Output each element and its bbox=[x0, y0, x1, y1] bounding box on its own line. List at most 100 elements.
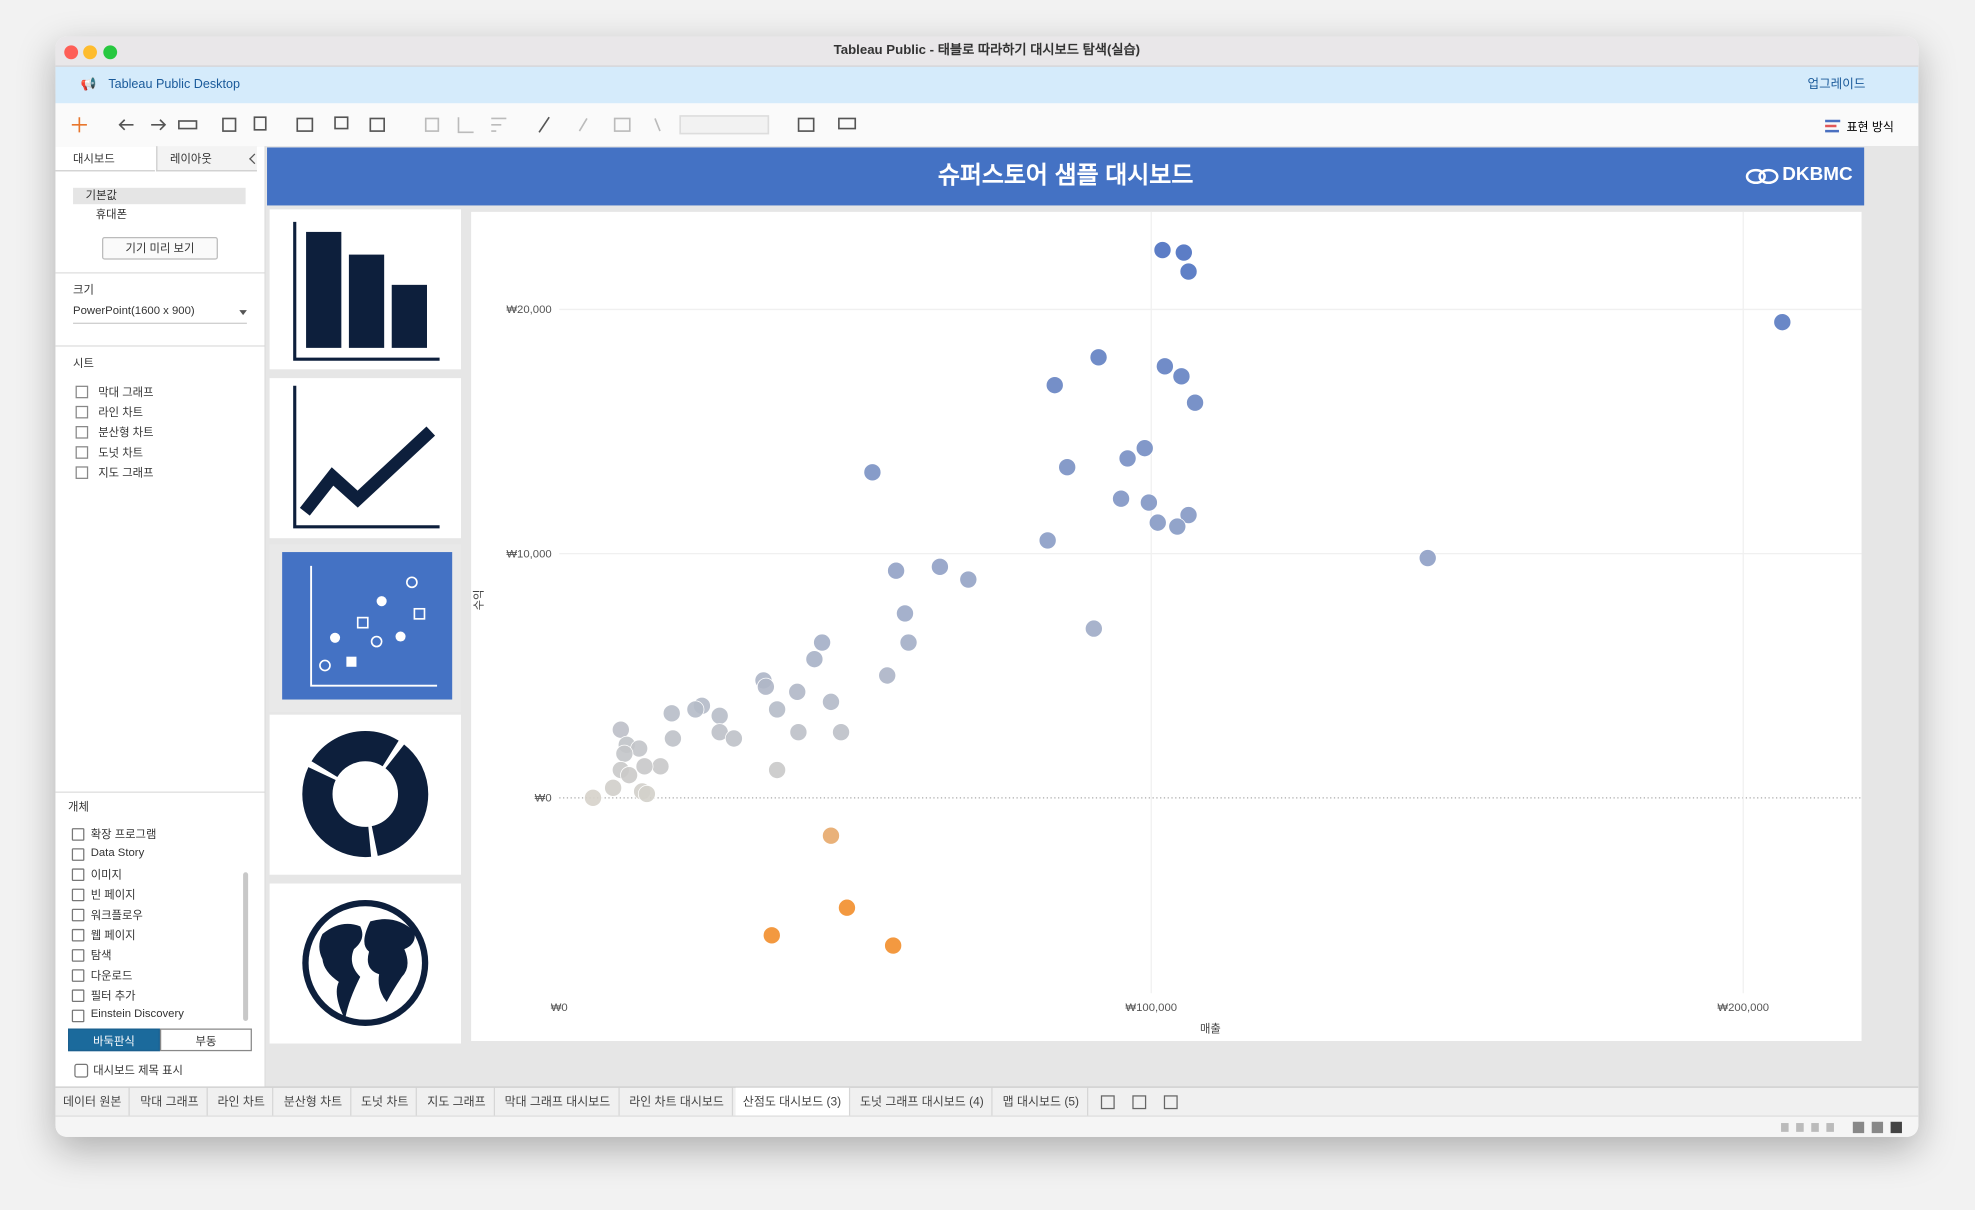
dashboard: 슈퍼스토어 샘플 대시보드 DKBMC ₩0 ₩10,000 ₩20,000 ₩0 ₩1… bbox=[265, 146, 1919, 1087]
sheet-tab[interactable]: 라인 차트 bbox=[210, 1087, 274, 1117]
point bbox=[1112, 489, 1130, 508]
point bbox=[635, 757, 654, 776]
status-bar bbox=[55, 1115, 1919, 1137]
point bbox=[756, 677, 775, 696]
point bbox=[686, 700, 705, 719]
checkbox[interactable] bbox=[74, 1063, 89, 1078]
point bbox=[1155, 357, 1174, 376]
object-item[interactable]: 필터 추가 bbox=[90, 989, 136, 1003]
y-tick-label: ₩10,000 bbox=[506, 548, 551, 560]
bar-tile[interactable] bbox=[269, 209, 462, 370]
present-mode[interactable]: 표현 방식 bbox=[1846, 121, 1894, 135]
point bbox=[1058, 458, 1077, 477]
object-item[interactable]: Einstein Discovery bbox=[90, 1007, 184, 1020]
device-option[interactable]: 휴대폰 bbox=[95, 207, 128, 221]
sheet-tab[interactable]: 막대 그래프 bbox=[133, 1087, 208, 1117]
point bbox=[1168, 517, 1187, 536]
sheet-item[interactable]: 분산형 차트 bbox=[98, 426, 154, 439]
sheet-tab[interactable]: 데이터 원본 bbox=[55, 1087, 131, 1117]
sheet-item[interactable]: 막대 그래프 bbox=[98, 385, 154, 399]
logo-icon bbox=[1745, 168, 1779, 185]
point bbox=[1135, 439, 1154, 458]
point bbox=[822, 692, 840, 711]
object-item[interactable]: 웹 페이지 bbox=[90, 928, 136, 942]
sheet-icon bbox=[75, 405, 89, 419]
object-icon bbox=[71, 888, 85, 902]
device-preview-button[interactable]: 기기 미리 보기 bbox=[102, 236, 218, 260]
panel-tab[interactable]: 대시보드 bbox=[55, 146, 155, 172]
point bbox=[651, 757, 670, 776]
x-axis-title: 매출 bbox=[1200, 1022, 1221, 1035]
object-item[interactable]: 빈 페이지 bbox=[90, 888, 136, 902]
point bbox=[1179, 506, 1198, 525]
sheet-tab[interactable]: 도넛 차트 bbox=[353, 1087, 418, 1117]
window-title: Tableau Public - 태블로 따라하기 대시보드 탐색(실습) bbox=[833, 42, 1141, 58]
upgrade-link[interactable]: 업그레이드 bbox=[1807, 78, 1866, 93]
scatter-tile[interactable] bbox=[269, 544, 462, 713]
sheet-tab[interactable]: 도넛 그래프 대시보드 (4) bbox=[852, 1087, 993, 1117]
x-tick-label: ₩200,000 bbox=[1717, 1002, 1769, 1014]
point bbox=[832, 723, 850, 742]
layout-mode[interactable]: 부동 bbox=[159, 1028, 252, 1052]
point bbox=[838, 898, 856, 917]
chart-background bbox=[471, 211, 1862, 1042]
sheet-tab[interactable]: 막대 그래프 대시보드 bbox=[497, 1087, 620, 1117]
point bbox=[1084, 619, 1103, 638]
new-tab-button[interactable] bbox=[1100, 1095, 1115, 1110]
sheet-tab[interactable]: 산점도 대시보드 (3) bbox=[735, 1087, 850, 1117]
point bbox=[604, 778, 623, 797]
object-item[interactable]: 다운로드 bbox=[90, 969, 133, 982]
new-tab-button[interactable] bbox=[1163, 1095, 1178, 1110]
show-title-label: 대시보드 제목 표시 bbox=[93, 1063, 183, 1077]
size-dropdown[interactable]: PowerPoint(1600 x 900) bbox=[73, 304, 247, 324]
object-icon bbox=[71, 928, 85, 942]
object-icon bbox=[71, 969, 85, 982]
sheet-icon bbox=[75, 426, 89, 439]
y-tick-label: ₩20,000 bbox=[506, 304, 551, 316]
point bbox=[615, 744, 634, 763]
panel-tab[interactable]: 레이아웃 bbox=[156, 146, 257, 172]
point bbox=[1773, 313, 1792, 332]
object-item[interactable]: 워크플로우 bbox=[90, 908, 143, 922]
point bbox=[1172, 367, 1191, 386]
sep bbox=[55, 272, 265, 274]
point bbox=[620, 766, 639, 785]
line-tile[interactable] bbox=[269, 378, 462, 539]
object-item[interactable]: Data Story bbox=[90, 845, 145, 859]
point bbox=[813, 633, 832, 652]
point bbox=[662, 704, 681, 723]
sheet-item[interactable]: 라인 차트 bbox=[98, 405, 144, 419]
sheet-tab[interactable]: 라인 차트 대시보드 bbox=[622, 1087, 733, 1117]
new-tab-button[interactable] bbox=[1131, 1095, 1146, 1110]
zoom-button[interactable] bbox=[103, 45, 118, 60]
object-icon bbox=[71, 989, 85, 1003]
point bbox=[663, 729, 682, 748]
sheet-tab[interactable]: 분산형 차트 bbox=[276, 1087, 351, 1117]
point bbox=[896, 604, 914, 623]
point bbox=[887, 561, 906, 580]
sheet-item[interactable]: 도넛 차트 bbox=[98, 446, 144, 459]
device-option[interactable]: 기본값 bbox=[73, 187, 246, 205]
window: Tableau Public - 태블로 따라하기 대시보드 탐색(실습) 📢 … bbox=[55, 36, 1919, 1137]
object-item[interactable]: 이미지 bbox=[90, 868, 122, 882]
toolbar: 표현 방식 bbox=[55, 103, 1919, 148]
point bbox=[1186, 393, 1204, 412]
object-item[interactable]: 확장 프로그램 bbox=[90, 828, 157, 841]
sheet-tab[interactable]: 지도 그래프 bbox=[420, 1087, 495, 1117]
minimize-button[interactable] bbox=[83, 45, 97, 60]
point bbox=[884, 936, 903, 955]
map-tile[interactable] bbox=[269, 883, 462, 1044]
scrollbar bbox=[243, 872, 249, 1021]
sheet-item[interactable]: 지도 그래프 bbox=[98, 466, 154, 479]
point bbox=[584, 788, 602, 807]
donut-tile[interactable] bbox=[269, 714, 462, 875]
close-button[interactable] bbox=[64, 45, 79, 60]
logo-text: DKBMC bbox=[1782, 163, 1853, 186]
point bbox=[1139, 493, 1158, 512]
sheet-tab[interactable]: 맵 대시보드 (5) bbox=[995, 1087, 1088, 1117]
layout-mode[interactable]: 바둑판식 bbox=[68, 1028, 160, 1052]
point bbox=[1045, 376, 1064, 395]
app-name: Tableau Public Desktop bbox=[108, 78, 240, 93]
object-item[interactable]: 탐색 bbox=[90, 949, 112, 962]
